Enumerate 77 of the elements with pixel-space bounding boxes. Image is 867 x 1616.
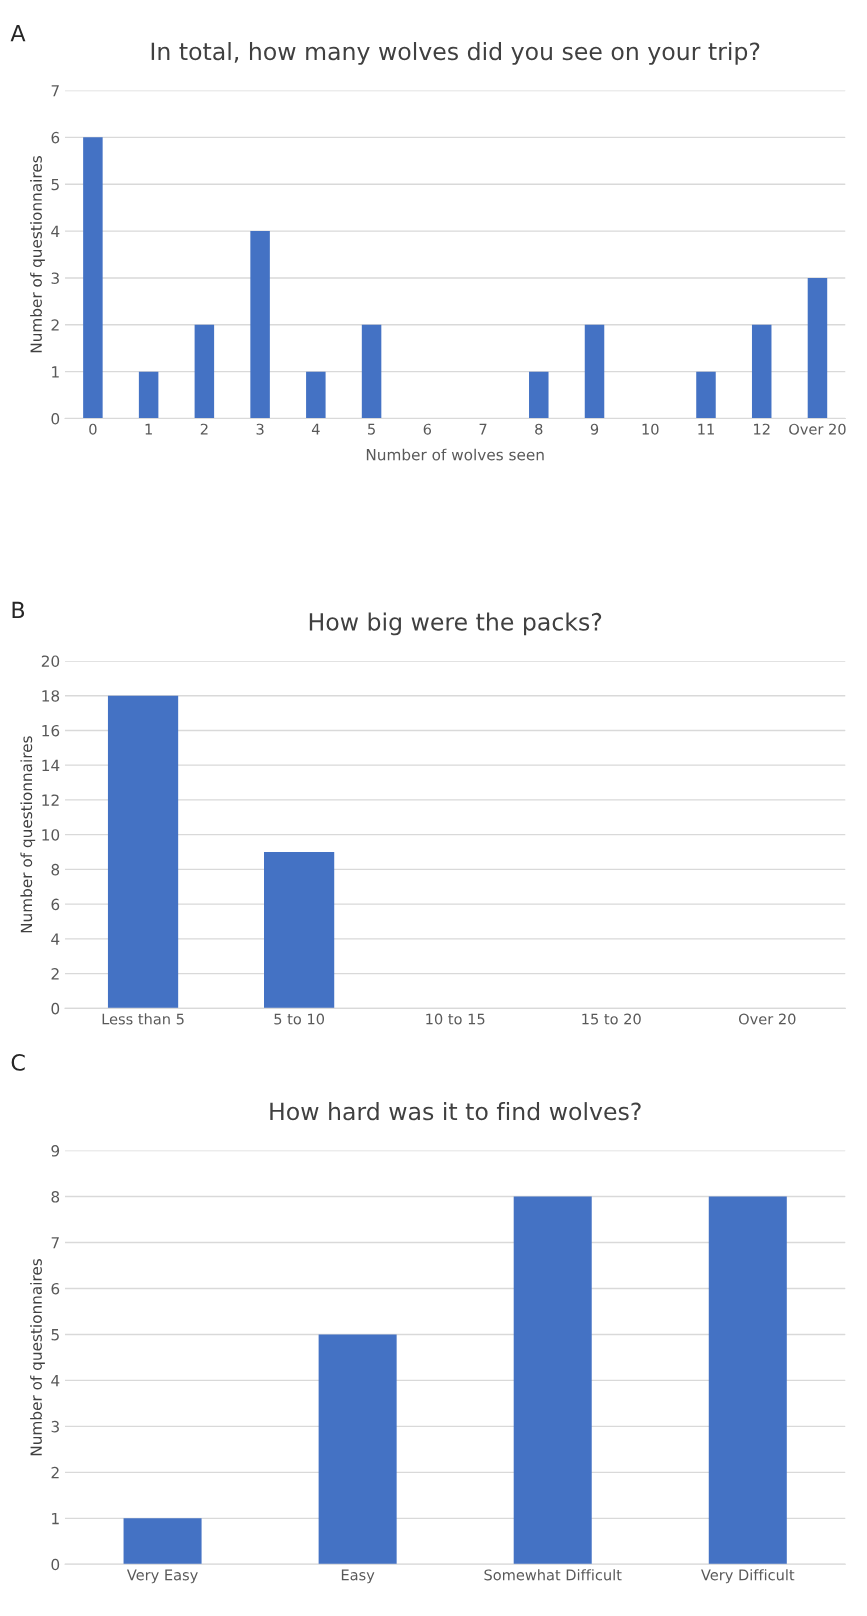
x-tick-label: 4	[311, 423, 320, 435]
y-tick-label: 7	[51, 85, 59, 97]
x-tick-label: Very Difficult	[701, 1569, 795, 1584]
bar	[123, 1518, 202, 1565]
y-tick-label: 2	[51, 1466, 59, 1479]
bar	[584, 324, 605, 419]
x-tick-label: 0	[89, 423, 97, 435]
bar	[529, 371, 549, 419]
y-tick-label: 3	[51, 272, 59, 284]
bar	[83, 137, 103, 419]
y-tick-label: 4	[51, 1375, 60, 1387]
y-tick-label: 7	[51, 1237, 59, 1249]
bar	[513, 1196, 592, 1565]
bar	[696, 371, 716, 419]
y-tick-label: 6	[51, 131, 60, 144]
x-tick-label: 10 to 15	[426, 1013, 485, 1025]
bar	[250, 231, 270, 419]
y-axis-title: Number of questionnaires	[30, 156, 45, 353]
y-tick-label: 4	[51, 933, 60, 945]
x-tick-label: Somewhat Difficult	[484, 1569, 622, 1581]
y-tick-label: 8	[51, 863, 60, 876]
x-tick-label: Over 20	[738, 1013, 796, 1025]
x-tick-label: 5 to 10	[274, 1013, 325, 1025]
y-tick-label: 0	[51, 1558, 60, 1571]
text: C	[11, 1054, 25, 1071]
x-tick-label: 9	[590, 423, 599, 435]
y-tick-label: 0	[51, 413, 60, 425]
bar	[318, 1334, 397, 1565]
y-tick-label: 9	[51, 1145, 60, 1157]
bar	[306, 371, 326, 419]
chart-title: How big were the packs?	[309, 612, 602, 636]
x-tick-label: Easy	[341, 1569, 375, 1584]
chart-title: How hard was it to find wolves?	[270, 1102, 641, 1121]
x-tick-label: Less than 5	[102, 1013, 184, 1025]
x-tick-label: 11	[698, 423, 714, 435]
y-tick-label: 1	[52, 1512, 59, 1525]
x-tick-label: 15 to 20	[582, 1013, 641, 1025]
y-tick-label: 10	[42, 829, 60, 841]
x-tick-label: 6	[423, 423, 432, 435]
x-axis-title: Number of wolves seen	[366, 448, 544, 461]
x-tick-label: 5	[368, 423, 375, 435]
x-tick-label: Very Easy	[126, 1569, 198, 1584]
x-tick-label: 1	[145, 423, 152, 435]
y-tick-label: 16	[42, 724, 60, 737]
bar	[751, 324, 772, 419]
bar	[361, 324, 382, 419]
x-tick-label: 10	[642, 423, 659, 435]
y-tick-label: 5	[51, 178, 59, 191]
x-tick-label: 12	[754, 423, 770, 435]
text: A	[10, 24, 26, 42]
y-tick-label: 6	[51, 898, 60, 911]
bar	[194, 324, 215, 419]
y-tick-label: 8	[51, 1191, 60, 1203]
y-tick-label: 20	[41, 655, 60, 667]
y-axis-title: Number of questionnaires	[20, 736, 36, 933]
text: B	[12, 601, 25, 619]
x-tick-label: 3	[256, 423, 264, 435]
y-tick-label: 6	[51, 1282, 60, 1295]
y-axis-title: Number of questionnaires	[30, 1258, 45, 1456]
y-tick-label: 2	[51, 319, 59, 331]
y-tick-label: 1	[52, 366, 59, 378]
y-tick-label: 0	[51, 1002, 60, 1015]
y-tick-label: 3	[51, 1420, 59, 1433]
y-tick-label: 18	[42, 690, 60, 702]
bar	[807, 277, 828, 419]
y-tick-label: 4	[51, 225, 60, 237]
y-tick-label: 5	[51, 1329, 59, 1341]
y-tick-label: 2	[51, 968, 59, 980]
chart-title: In total, how many wolves did you see on your trip?	[151, 42, 760, 65]
x-tick-label: 2	[200, 423, 208, 435]
x-tick-label: 7	[479, 423, 487, 435]
bar	[708, 1196, 787, 1565]
x-tick-label: Over 20	[789, 423, 846, 435]
y-tick-label: 12	[42, 794, 59, 806]
x-tick-label: 8	[535, 423, 543, 435]
y-tick-label: 14	[42, 759, 60, 771]
bar	[138, 371, 159, 419]
